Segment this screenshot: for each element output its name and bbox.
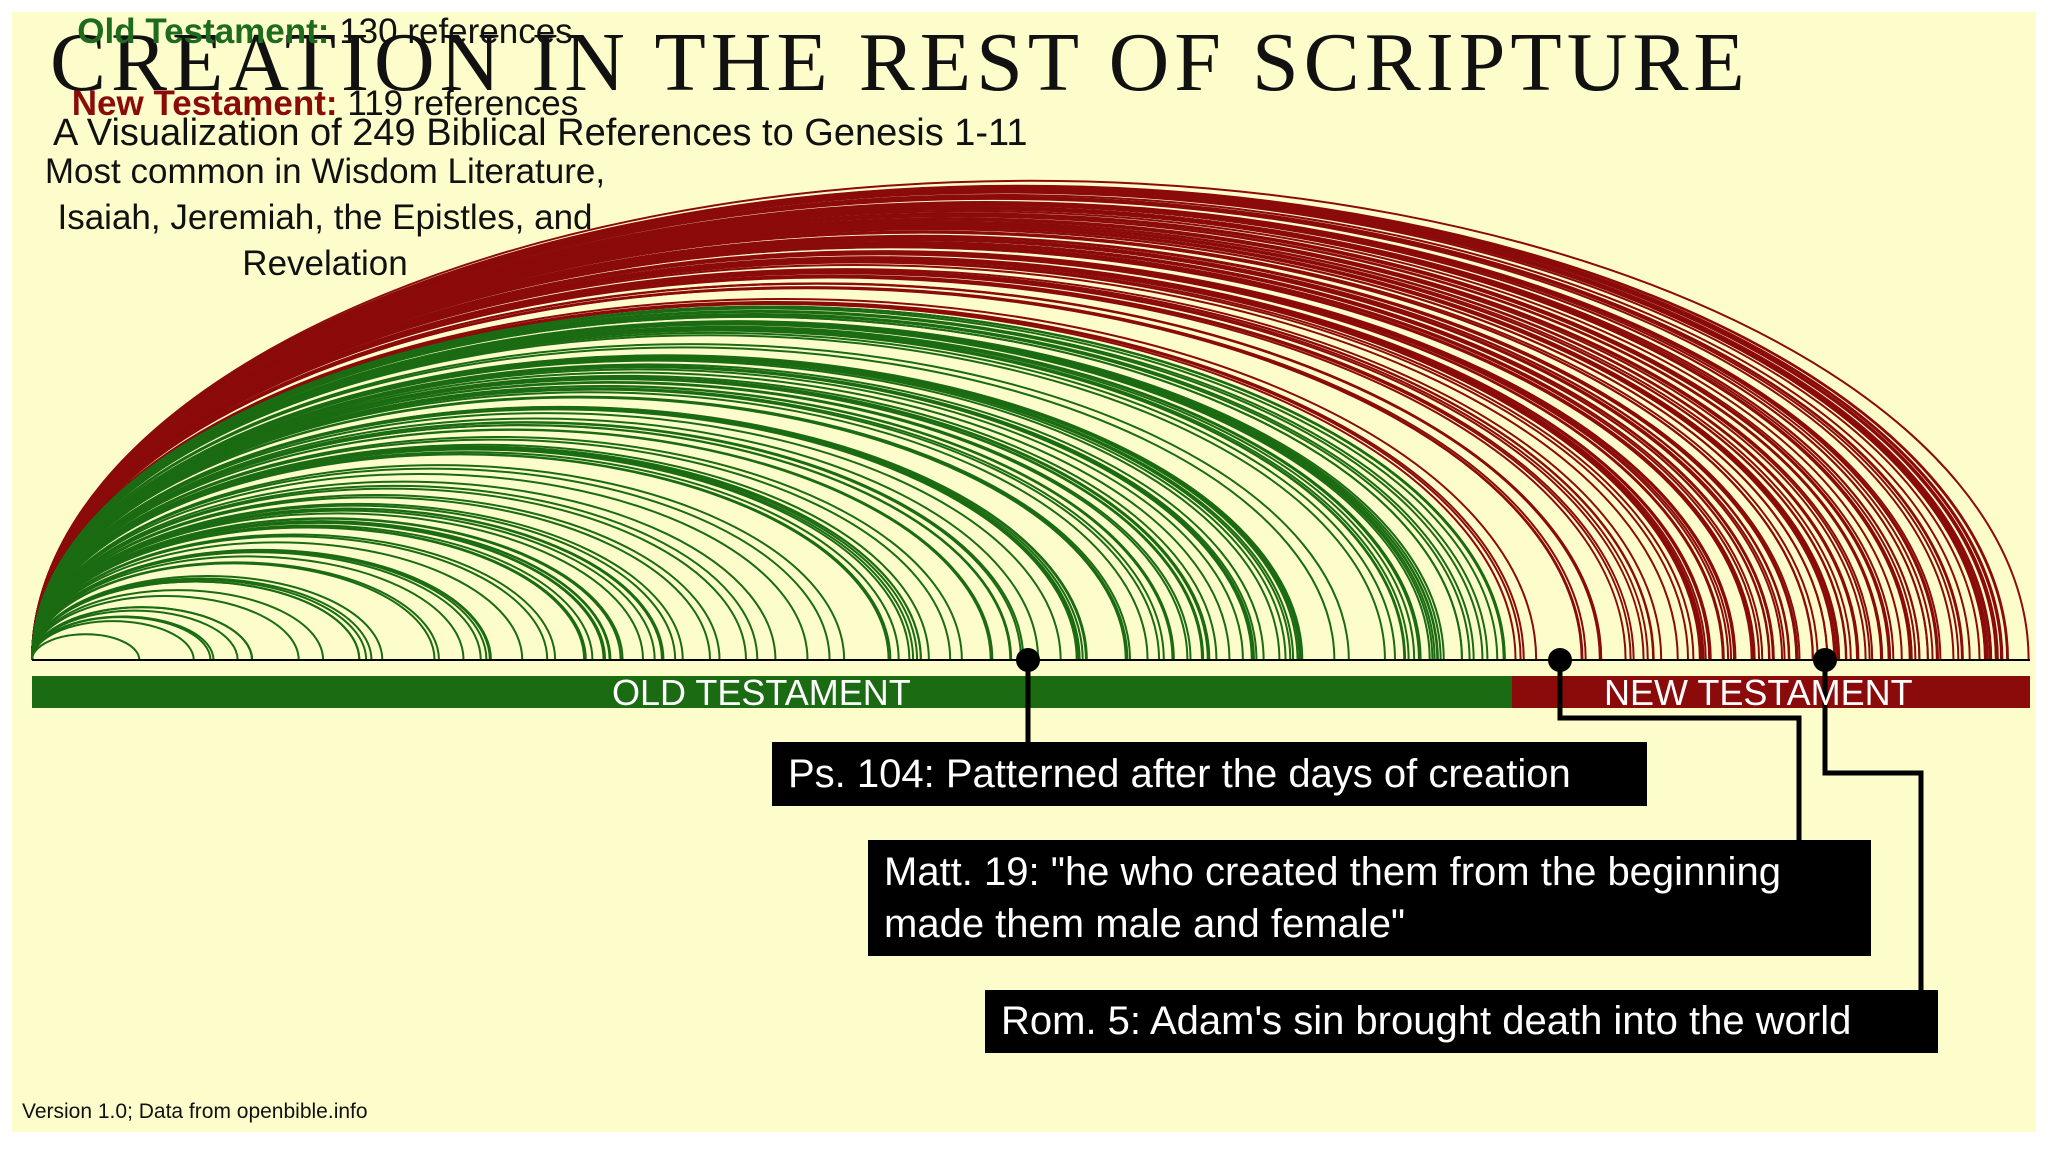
reference-arc: [31, 207, 1913, 661]
callout-text: Matt. 19: "he who created them from the …: [884, 850, 1781, 894]
reference-dot: [1813, 648, 1837, 672]
connector: [1822, 660, 1924, 990]
old-testament-bar: [32, 676, 1512, 708]
reference-dot: [1548, 648, 1572, 672]
reference-arc: [31, 282, 1601, 661]
connector: [1557, 660, 1802, 840]
reference-arc: [31, 408, 1078, 661]
reference-arc: [31, 258, 1703, 661]
reference-arc: [31, 240, 1775, 661]
reference-arc: [31, 189, 1993, 661]
reference-arc: [31, 421, 1025, 661]
bar-label: OLD TESTAMENT: [612, 672, 911, 713]
reference-arc: [31, 435, 963, 661]
reference-arc: [31, 533, 557, 661]
reference-dot: [1016, 648, 1040, 672]
summary-note: Isaiah, Jeremiah, the Epistles, and: [57, 198, 593, 237]
reference-arc: [31, 464, 846, 661]
summary-count: 119 references: [347, 84, 579, 123]
reference-arc: [31, 633, 141, 661]
reference-arc: [31, 589, 325, 661]
reference-arc: [31, 218, 1874, 661]
reference-arc: [31, 562, 436, 661]
reference-arc: [31, 396, 1129, 661]
summary-count: 130 references: [339, 12, 573, 51]
callout-text: Rom. 5: Adam's sin brought death into th…: [1001, 999, 1852, 1043]
reference-arc: [31, 326, 1420, 661]
reference-arc: [31, 517, 624, 661]
callout-text: Ps. 104: Patterned after the days of cre…: [788, 752, 1571, 796]
callout: Matt. 19: "he who created them from the …: [868, 840, 1871, 956]
reference-arc: [31, 366, 1254, 661]
title: Creation in the Rest of Scripture: [50, 16, 1750, 109]
reference-arc: [31, 487, 747, 661]
summary-label: Old Testament:: [77, 12, 330, 51]
reference-arc: [31, 580, 361, 661]
reference-arc: [31, 276, 1632, 661]
reference-arc: [31, 555, 465, 661]
reference-arc: [31, 332, 1396, 661]
new-testament-bar: [1512, 676, 2030, 708]
reference-arc: [31, 493, 721, 661]
bar-label: NEW TESTAMENT: [1604, 672, 1913, 713]
callout: Ps. 104: Patterned after the days of cre…: [772, 742, 1647, 806]
reference-arc: [31, 594, 300, 661]
reference-arc: [31, 228, 1829, 661]
reference-arc: [31, 616, 212, 661]
reference-arc: [31, 541, 524, 661]
reference-arc: [31, 305, 1506, 661]
subtitle: A Visualization of 249 Biblical Referenc…: [53, 112, 1028, 154]
summary-note: Revelation: [242, 244, 408, 283]
footer: Version 1.0; Data from openbible.info: [22, 1100, 368, 1123]
reference-arc: [31, 428, 992, 661]
reference-arc: [31, 321, 1445, 661]
callout: Rom. 5: Adam's sin brought death into th…: [985, 990, 1938, 1053]
summary-note: Most common in Wisdom Literature,: [44, 152, 606, 191]
reference-arc: [31, 385, 1175, 661]
reference-arc: [31, 346, 1336, 661]
reference-arc: [31, 287, 1584, 661]
reference-arc: [31, 215, 1884, 661]
reference-arc: [31, 606, 254, 661]
reference-arc: [31, 334, 1386, 661]
reference-arc: [31, 472, 809, 661]
reference-arc: [31, 354, 1304, 661]
callout-text: made them male and female": [884, 902, 1406, 946]
reference-arc: [31, 509, 656, 661]
reference-arc: [31, 448, 911, 661]
summary-label: New Testament:: [71, 84, 338, 123]
